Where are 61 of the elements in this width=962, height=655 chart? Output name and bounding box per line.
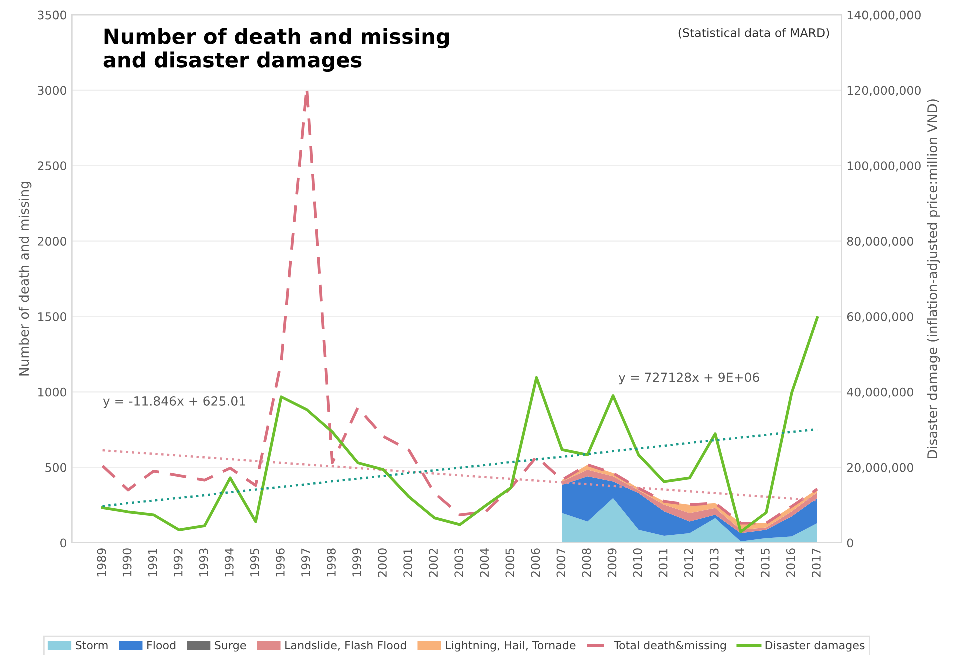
text: Number of death and missing and disaster damages (104, 28, 450, 72)
y2-tick-label: 0 (847, 538, 854, 548)
y2-tick-label: 80,000,000 (847, 237, 914, 248)
x-tick-label: 2011 (658, 548, 668, 578)
x-tick-label: 1991 (148, 548, 158, 577)
x-tick-label: 2015 (760, 548, 770, 578)
y2-tick-label: 100,000,000 (848, 162, 921, 172)
y-tick-label: 500 (46, 463, 67, 472)
x-tick-label: 1999 (352, 548, 362, 577)
x-tick-label: 2010 (633, 548, 642, 578)
line-series (102, 428, 819, 508)
x-tick-label: 1998 (327, 548, 336, 577)
x-tick-label: 2016 (786, 548, 796, 578)
x-tick-label: 1997 (301, 548, 310, 577)
x-tick-label: 2009 (608, 548, 617, 578)
y-tick-label: 0 (60, 538, 67, 548)
y-tick-label: 2500 (38, 162, 67, 171)
y2-tick-label: 40,000,000 (847, 388, 914, 398)
annotation: (Statistical data of MARD) (678, 28, 830, 39)
x-tick-label: 2001 (404, 548, 413, 578)
legend-label: Landslide, Flash Flood (286, 641, 406, 651)
legend-label: Disaster damages (766, 641, 865, 652)
legend-label: Storm (76, 641, 108, 650)
x-tick-label: 1992 (174, 549, 183, 577)
y2-tick-label: 120,000,000 (848, 86, 921, 96)
legend-label: Total death&missing (614, 641, 726, 652)
x-tick-label: 2012 (684, 549, 694, 578)
x-tick-label: 1994 (224, 548, 234, 577)
x-tick-label: 1995 (250, 548, 260, 577)
legend-label: Flood (148, 641, 176, 650)
x-tick-label: 2000 (378, 548, 387, 578)
x-tick-label: 2002 (429, 549, 438, 578)
y-tick-label: 1000 (38, 388, 67, 397)
y-tick-label: 3500 (38, 10, 67, 20)
line-series (102, 449, 819, 502)
legend-label: Lightning, Hail, Tornade (446, 641, 576, 652)
x-tick-label: 2004 (480, 548, 490, 578)
y-axis-title: Number of death and missing (18, 182, 32, 376)
y2-axis-title: Disaster damage (inflation-adjusted price:million VND) (927, 100, 940, 458)
x-tick-label: 2014 (735, 548, 744, 578)
line-series (101, 316, 819, 534)
y-tick-label: 3000 (38, 86, 67, 96)
x-tick-label: 2005 (506, 548, 515, 578)
x-tick-label: 2008 (582, 548, 592, 578)
y2-tick-label: 20,000,000 (847, 463, 914, 474)
x-tick-label: 1993 (199, 548, 208, 577)
legend-label: Surge (215, 641, 246, 652)
x-tick-label: 2007 (556, 548, 566, 578)
y-tick-label: 2000 (38, 237, 67, 246)
y2-tick-label: 140,000,000 (848, 10, 921, 21)
x-tick-label: 2006 (531, 548, 540, 578)
x-tick-label: 1996 (276, 548, 285, 577)
y2-tick-label: 60,000,000 (847, 312, 914, 323)
x-tick-label: 2003 (454, 548, 464, 578)
y-tick-label: 1500 (38, 312, 67, 322)
x-tick-label: 2017 (812, 548, 821, 578)
annotation: y = 727128x + 9E+06 (618, 372, 760, 385)
x-tick-label: 1989 (97, 548, 106, 577)
annotation: y = -11.846x + 625.01 (103, 396, 246, 408)
x-tick-label: 2013 (710, 548, 719, 578)
x-tick-label: 1990 (122, 548, 132, 577)
